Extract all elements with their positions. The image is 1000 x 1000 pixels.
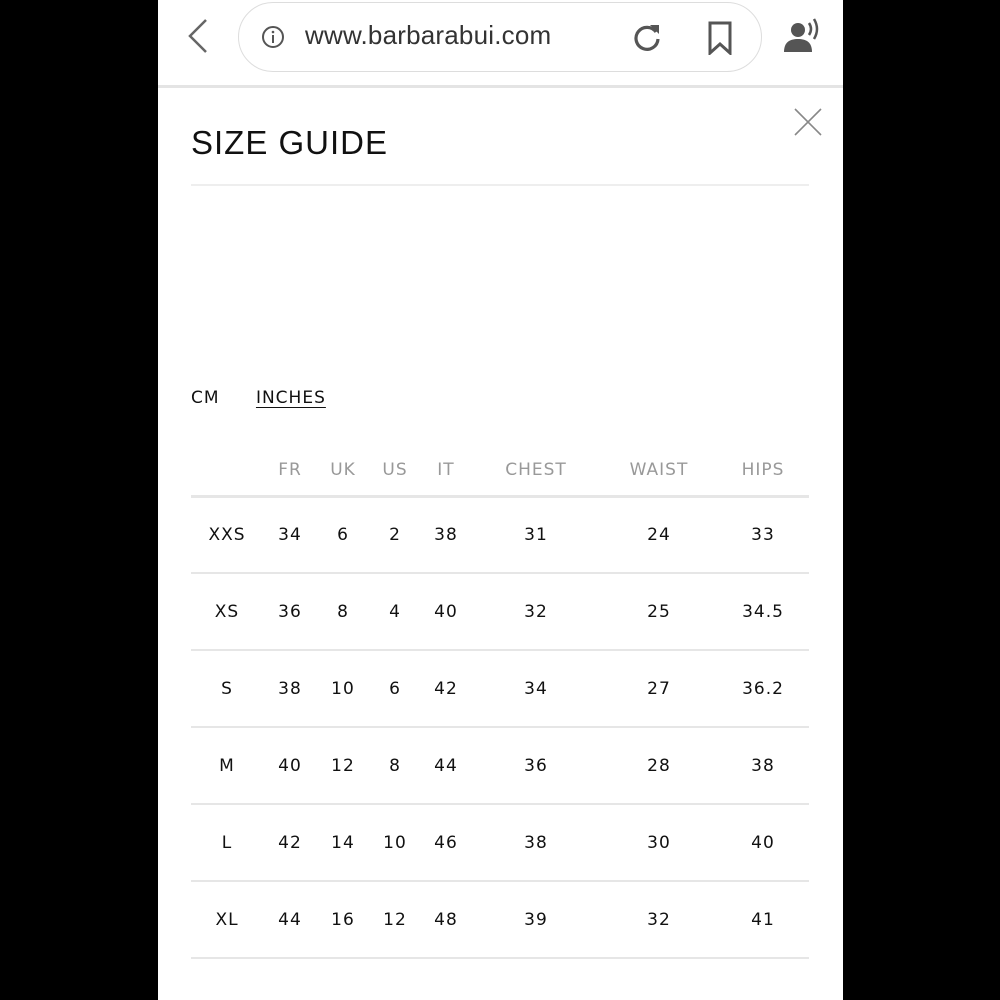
size-label: XS	[191, 573, 263, 651]
column-header: WAIST	[601, 446, 717, 498]
table-row: L 42 14 10 46 38 30 40	[191, 804, 809, 882]
table-cell: 38	[421, 496, 471, 574]
table-cell: 38	[263, 650, 317, 728]
table-cell: 48	[421, 881, 471, 959]
table-row: M 40 12 8 44 36 28 38	[191, 727, 809, 805]
table-cell: 33	[717, 496, 809, 574]
read-aloud-icon[interactable]	[782, 18, 824, 54]
column-header: FR	[263, 446, 317, 498]
table-cell: 38	[717, 727, 809, 805]
table-row: XL 44 16 12 48 39 32 41	[191, 881, 809, 959]
table-cell: 30	[601, 804, 717, 882]
bookmark-icon[interactable]	[707, 21, 733, 55]
column-header: IT	[421, 446, 471, 498]
close-icon[interactable]	[794, 108, 822, 136]
table-row: XXS 34 6 2 38 31 24 33	[191, 496, 809, 574]
table-cell: 28	[601, 727, 717, 805]
table-cell: 39	[471, 881, 601, 959]
column-header: US	[369, 446, 421, 498]
table-cell: 12	[369, 881, 421, 959]
table-cell: 42	[263, 804, 317, 882]
table-cell: 14	[317, 804, 369, 882]
table-cell: 46	[421, 804, 471, 882]
table-cell: 44	[421, 727, 471, 805]
table-cell: 34	[263, 496, 317, 574]
table-cell: 44	[263, 881, 317, 959]
table-cell: 25	[601, 573, 717, 651]
table-cell: 10	[369, 804, 421, 882]
size-label: XXS	[191, 496, 263, 574]
table-cell: 34.5	[717, 573, 809, 651]
table-cell: 27	[601, 650, 717, 728]
unit-toggle: CM INCHES	[191, 388, 356, 408]
column-header: UK	[317, 446, 369, 498]
table-cell: 36	[471, 727, 601, 805]
column-header	[191, 446, 263, 498]
size-label: S	[191, 650, 263, 728]
table-cell: 6	[369, 650, 421, 728]
table-cell: 24	[601, 496, 717, 574]
table-cell: 40	[717, 804, 809, 882]
table-cell: 8	[369, 727, 421, 805]
table-row: XS 36 8 4 40 32 25 34.5	[191, 573, 809, 651]
info-icon[interactable]	[261, 25, 285, 49]
size-label: XL	[191, 881, 263, 959]
address-bar[interactable]: www.barbarabui.com	[238, 2, 762, 72]
table-cell: 38	[471, 804, 601, 882]
browser-screen: www.barbarabui.com SIZE GUIDE CM INCHES …	[158, 0, 843, 1000]
table-cell: 41	[717, 881, 809, 959]
column-header: HIPS	[717, 446, 809, 498]
table-cell: 36.2	[717, 650, 809, 728]
table-cell: 32	[471, 573, 601, 651]
table-cell: 42	[421, 650, 471, 728]
size-table: FR UK US IT CHEST WAIST HIPS XXS 34 6 2 38 31 24 33 XS…	[191, 446, 809, 959]
back-icon[interactable]	[186, 18, 210, 54]
title-divider	[191, 184, 809, 186]
size-label: L	[191, 804, 263, 882]
reload-icon[interactable]	[631, 21, 663, 53]
table-cell: 31	[471, 496, 601, 574]
table-cell: 16	[317, 881, 369, 959]
table-cell: 2	[369, 496, 421, 574]
unit-inches-tab[interactable]: INCHES	[255, 388, 326, 408]
table-header-row: FR UK US IT CHEST WAIST HIPS	[191, 446, 809, 498]
table-cell: 8	[317, 573, 369, 651]
table-cell: 10	[317, 650, 369, 728]
table-cell: 40	[263, 727, 317, 805]
table-cell: 36	[263, 573, 317, 651]
table-cell: 4	[369, 573, 421, 651]
toolbar-divider	[158, 85, 843, 88]
table-cell: 34	[471, 650, 601, 728]
size-label: M	[191, 727, 263, 805]
table-cell: 12	[317, 727, 369, 805]
table-cell: 32	[601, 881, 717, 959]
table-row: S 38 10 6 42 34 27 36.2	[191, 650, 809, 728]
modal-title: SIZE GUIDE	[191, 124, 389, 161]
table-cell: 6	[317, 496, 369, 574]
column-header: CHEST	[471, 446, 601, 498]
url-text[interactable]: www.barbarabui.com	[305, 20, 552, 50]
unit-cm-tab[interactable]: CM	[191, 388, 220, 408]
table-cell: 40	[421, 573, 471, 651]
